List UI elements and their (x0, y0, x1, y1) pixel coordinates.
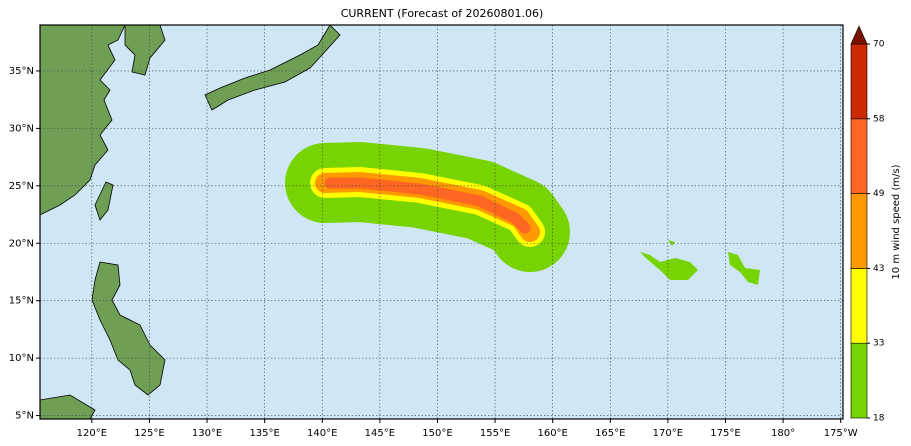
land-taiwan (94, 181, 114, 221)
colorbar-box (850, 342, 868, 419)
y-tick-label: 35°N (9, 66, 34, 77)
land-japan (204, 24, 341, 111)
colorbar-tick-label: 58 (873, 114, 885, 124)
y-tick-label: 10°N (9, 353, 34, 364)
x-tick-label: 175°E (710, 428, 740, 439)
colorbar-tick-label: 18 (873, 414, 885, 424)
land-korea (124, 24, 166, 76)
y-tick-label: 30°N (9, 123, 34, 134)
colorbar-box (850, 43, 868, 120)
x-tick-label: 180° (771, 428, 795, 439)
x-tick-label: 145°E (365, 428, 395, 439)
map (39, 24, 843, 420)
y-tick-label: 25°N (9, 181, 34, 192)
y-tick-label: 20°N (9, 238, 34, 249)
wind-hawaii (640, 240, 760, 285)
x-tick-label: 135°E (249, 428, 279, 439)
colorbar-box (850, 268, 868, 344)
y-tick-label: 15°N (9, 296, 34, 307)
x-tick-label: 165°E (595, 428, 625, 439)
x-tick-label: 125°E (134, 428, 164, 439)
title: CURRENT (Forecast of 20260801.06) (341, 7, 544, 20)
x-tick-label: 160°E (537, 428, 567, 439)
colorbar-tick-label: 43 (873, 264, 884, 274)
x-tick-label: 130°E (192, 428, 222, 439)
x-tick-label: 175°W (824, 428, 858, 439)
colorbar-tick-label: 70 (873, 40, 885, 50)
land-asia (39, 24, 126, 216)
colorbar-label: 10 m wind speed (m/s) (891, 164, 902, 279)
colorbar-tick-label: 33 (873, 339, 884, 349)
y-tick-label: 5°N (15, 411, 34, 422)
x-tick-label: 120°E (77, 428, 107, 439)
colorbar-box (850, 118, 868, 194)
colorbar-box (850, 193, 868, 269)
colorbar-tick-label: 49 (873, 189, 885, 199)
colorbar-extend (850, 25, 868, 45)
wind-swath-core (324, 177, 531, 234)
map-frame (39, 24, 844, 420)
x-tick-label: 155°E (480, 428, 510, 439)
x-tick-label: 150°E (422, 428, 452, 439)
x-tick-label: 170°E (653, 428, 683, 439)
land-philippines (91, 261, 166, 396)
x-tick-label: 140°E (307, 428, 337, 439)
